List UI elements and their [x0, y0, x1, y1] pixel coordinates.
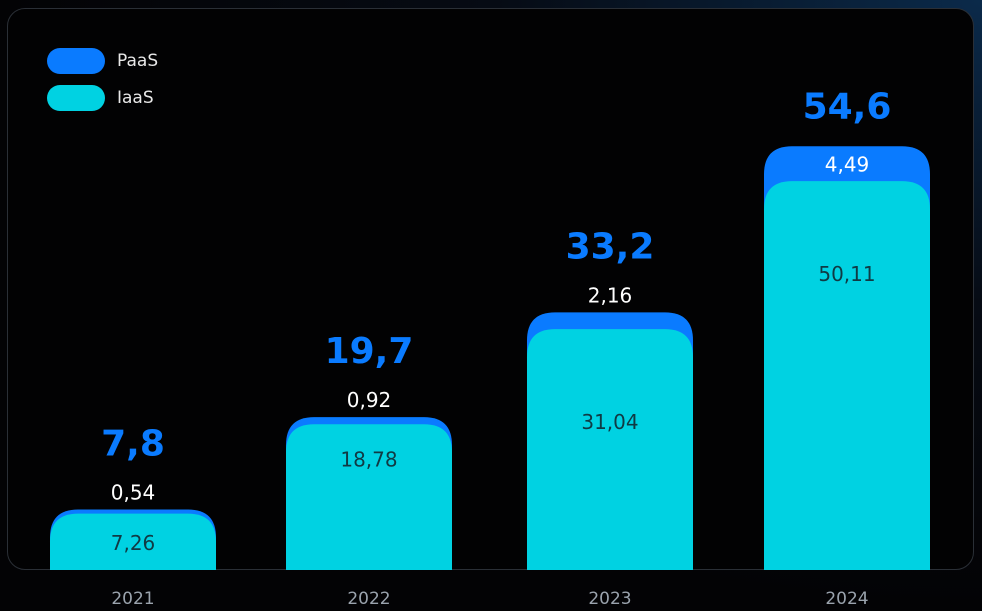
x-tick-label-2023: 2023 [588, 589, 631, 609]
bar-iaas-2023 [527, 329, 693, 570]
label-paas-2021: 0,54 [111, 480, 156, 504]
label-total-2022: 19,7 [325, 331, 414, 372]
bar-iaas-2021 [50, 513, 216, 570]
x-tick-label-2022: 2022 [347, 589, 390, 609]
bar-iaas-2022 [286, 424, 452, 570]
label-iaas-2023: 31,04 [581, 410, 638, 434]
legend-label-iaas: IaaS [117, 88, 154, 108]
label-total-2021: 7,8 [101, 423, 165, 464]
label-paas-2024: 4,49 [825, 152, 870, 176]
x-tick-label-2021: 2021 [111, 589, 154, 609]
legend-item-paas: PaaS [47, 48, 158, 74]
label-total-2024: 54,6 [803, 86, 892, 127]
label-paas-2023: 2,16 [588, 283, 633, 307]
label-iaas-2021: 7,26 [111, 531, 156, 555]
label-paas-2022: 0,92 [347, 388, 392, 412]
legend-swatch-paas [47, 48, 105, 74]
legend-swatch-iaas [47, 85, 105, 111]
bar-iaas-2024 [764, 181, 930, 570]
label-iaas-2024: 50,11 [818, 262, 875, 286]
legend-item-iaas: IaaS [47, 85, 154, 111]
label-total-2023: 33,2 [566, 226, 655, 267]
legend-label-paas: PaaS [117, 51, 159, 71]
x-tick-label-2024: 2024 [825, 589, 868, 609]
label-iaas-2022: 18,78 [340, 447, 397, 471]
